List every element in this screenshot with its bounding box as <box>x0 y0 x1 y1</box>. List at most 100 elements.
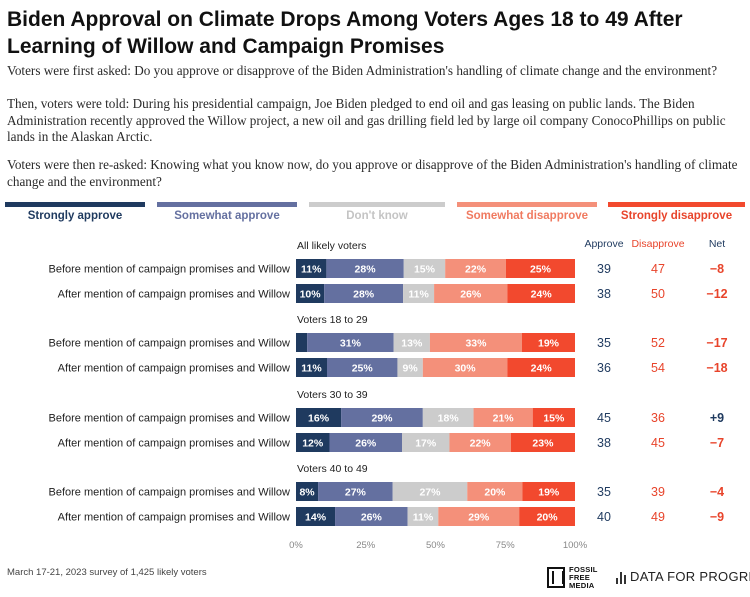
group-label: Voters 30 to 39 <box>297 389 368 401</box>
legend-label: Somewhat approve <box>174 210 280 222</box>
row-label: Before mention of campaign promises and … <box>48 264 290 276</box>
disapprove-value: 50 <box>651 287 665 301</box>
net-column-header: Net <box>709 238 725 250</box>
bar-segment <box>434 284 508 303</box>
bar-segment <box>296 433 330 452</box>
bar-segment <box>296 284 325 303</box>
net-value: −8 <box>710 262 724 276</box>
bar-segment <box>335 507 408 526</box>
bar-segment <box>327 358 398 377</box>
bar-segment <box>407 507 439 526</box>
x-tick-label: 50% <box>426 540 446 551</box>
bar-segment <box>296 408 342 427</box>
data-label: 20% <box>484 487 506 499</box>
legend-somewhat-approve: Somewhat approve <box>157 202 297 224</box>
disapprove-value: 47 <box>651 262 665 276</box>
legend-label: Somewhat disapprove <box>465 210 589 222</box>
net-value: +9 <box>710 411 724 425</box>
data-label: 11% <box>301 363 322 375</box>
data-label: 29% <box>371 413 393 425</box>
bar-segment <box>403 284 435 303</box>
chart-legend: Strongly approve Somewhat approve Don't … <box>5 202 745 224</box>
data-label: 29% <box>468 512 490 524</box>
bar-segment <box>296 507 336 526</box>
net-value: −9 <box>710 510 724 524</box>
data-label: 28% <box>355 264 377 276</box>
row-label: After mention of campaign promises and W… <box>58 438 290 450</box>
data-label: 22% <box>465 264 487 276</box>
net-value: −12 <box>706 287 727 301</box>
data-label: 11% <box>408 289 429 301</box>
logo-text: MEDIA <box>569 581 595 590</box>
approve-value: 39 <box>597 262 611 276</box>
disapprove-value: 49 <box>651 510 665 524</box>
bar-chart-icon <box>616 572 628 584</box>
bar-segment <box>296 259 327 278</box>
bar-segment <box>341 408 423 427</box>
logo-text: FREE <box>569 573 591 582</box>
data-label: 8% <box>299 487 315 499</box>
ffm-logo-icon <box>547 567 565 588</box>
data-label: 27% <box>419 487 441 499</box>
bar-segment <box>522 482 575 501</box>
bar-segment <box>473 408 533 427</box>
data-label: 26% <box>361 512 383 524</box>
bar-segment <box>507 358 575 377</box>
bar-segment <box>429 333 522 352</box>
data-label: 21% <box>493 413 515 425</box>
row-label: Before mention of campaign promises and … <box>48 487 290 499</box>
disapprove-value: 39 <box>651 485 665 499</box>
data-label: 25% <box>352 363 374 375</box>
x-tick-label: 0% <box>289 540 303 551</box>
data-label: 13% <box>401 338 423 350</box>
legend-label: Strongly approve <box>27 210 123 222</box>
intro-question-1: Voters were first asked: Do you approve … <box>7 63 718 78</box>
bar-segment <box>467 482 523 501</box>
data-label: 20% <box>537 512 559 524</box>
bar-segment <box>296 333 308 352</box>
data-label: 19% <box>538 487 560 499</box>
data-label: 26% <box>355 438 377 450</box>
approve-value: 36 <box>597 361 611 375</box>
data-label: 33% <box>465 338 487 350</box>
data-label: 22% <box>470 438 492 450</box>
approve-value: 40 <box>597 510 611 524</box>
data-label: 11% <box>301 264 322 276</box>
bar-segment <box>402 433 450 452</box>
bar-segment <box>324 284 404 303</box>
approve-value: 45 <box>597 411 611 425</box>
disapprove-value: 45 <box>651 436 665 450</box>
data-label: 15% <box>414 264 436 276</box>
data-label: 9% <box>403 363 419 375</box>
intro-treatment: Then, voters were told: During his presi… <box>7 96 726 145</box>
bar-segment <box>307 333 394 352</box>
data-label: 23% <box>532 438 554 450</box>
data-label: 14% <box>305 512 327 524</box>
logo-text: FOSSIL <box>569 565 598 574</box>
bar-segment <box>422 358 508 377</box>
legend-label: Don't know <box>346 210 408 222</box>
bar-segment <box>532 408 575 427</box>
bar-segment <box>445 259 506 278</box>
bar-segment <box>326 259 404 278</box>
bar-segment <box>403 259 446 278</box>
data-label: 26% <box>460 289 482 301</box>
data-label: 17% <box>415 438 437 450</box>
approve-value: 35 <box>597 336 611 350</box>
approve-value: 35 <box>597 485 611 499</box>
survey-note: March 17-21, 2023 survey of 1,425 likely… <box>7 567 207 578</box>
x-tick-label: 75% <box>496 540 516 551</box>
data-label: 28% <box>353 289 375 301</box>
disapprove-value: 52 <box>651 336 665 350</box>
data-label: 10% <box>300 289 322 301</box>
row-label: Before mention of campaign promises and … <box>48 413 290 425</box>
bar-segment <box>449 433 511 452</box>
chart-title: Biden Approval on Climate Drops Among Vo… <box>7 8 683 58</box>
bar-segment <box>397 358 423 377</box>
bar-segment <box>507 284 575 303</box>
row-label: After mention of campaign promises and W… <box>58 512 290 524</box>
row-label: After mention of campaign promises and W… <box>58 363 290 375</box>
data-label: 30% <box>455 363 477 375</box>
bar-segment <box>438 507 520 526</box>
